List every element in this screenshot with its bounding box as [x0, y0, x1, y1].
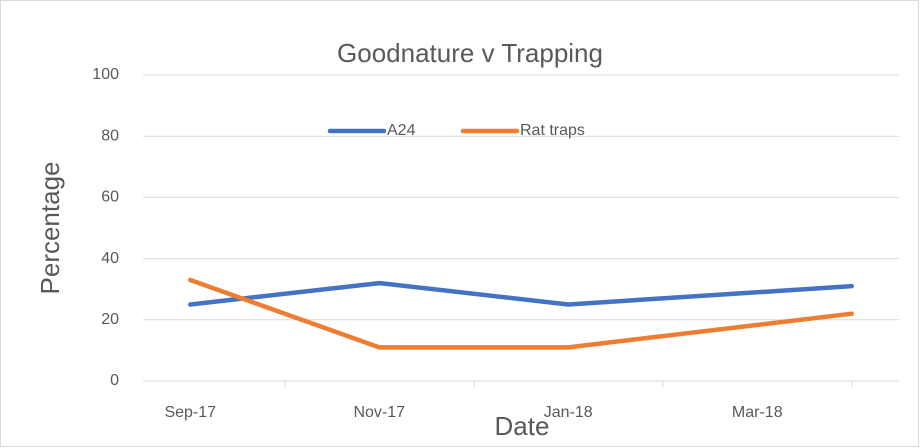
y-tick-label: 80 — [101, 127, 119, 144]
y-tick-label: 60 — [101, 189, 119, 206]
x-axis-title: Date — [495, 411, 550, 441]
legend-label: A24 — [387, 122, 416, 139]
y-tick-label: 100 — [92, 66, 119, 83]
y-tick-label: 40 — [101, 250, 119, 267]
x-tick-label: Sep-17 — [164, 404, 216, 421]
y-axis-title: Percentage — [35, 162, 65, 295]
series-line — [188, 277, 854, 350]
y-tick-label: 0 — [110, 372, 119, 389]
chart-title: Goodnature v Trapping — [337, 38, 603, 68]
x-tick-label: Nov-17 — [353, 404, 405, 421]
x-tick-label: Jan-18 — [544, 404, 593, 421]
y-tick-label: 20 — [101, 311, 119, 328]
legend-label: Rat traps — [520, 122, 585, 139]
series-line — [188, 280, 854, 307]
x-tick-label: Mar-18 — [732, 404, 783, 421]
